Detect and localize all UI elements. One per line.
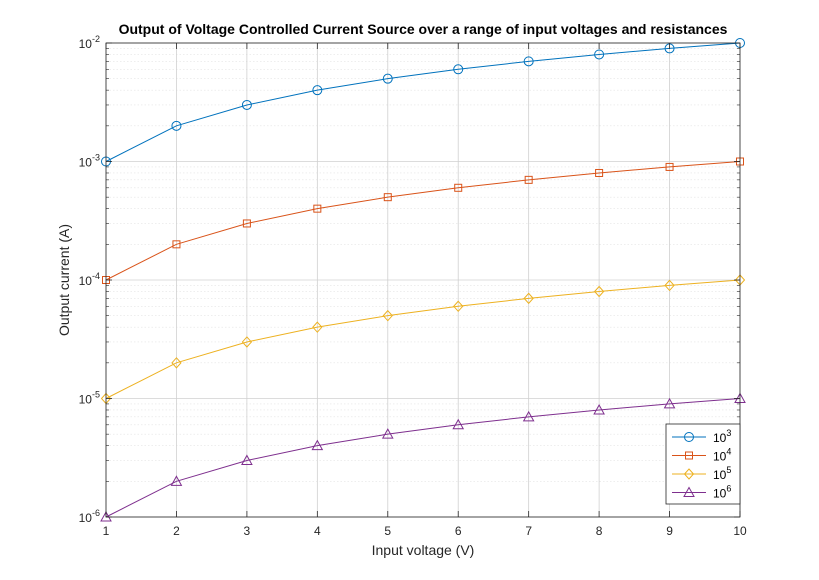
data-point — [241, 336, 253, 348]
legend-label: 105 — [713, 465, 731, 482]
y-tick-label-base: 10 — [79, 274, 93, 288]
legend-item: 106 — [672, 484, 731, 501]
data-point — [313, 204, 322, 213]
data-point — [523, 56, 534, 67]
y-tick-label-exponent: -4 — [92, 271, 100, 281]
y-tick-label: 10-5 — [79, 390, 100, 407]
ticks — [105, 42, 741, 518]
chart-title: Output of Voltage Controlled Current Sou… — [119, 21, 728, 37]
data-point — [452, 418, 465, 430]
y-axis-label: Output current (A) — [56, 224, 72, 336]
legend-marker — [683, 486, 695, 497]
y-tick-label: 10-4 — [79, 271, 100, 288]
series-line — [105, 279, 741, 399]
x-tick-label: 6 — [455, 524, 462, 538]
data-point — [524, 175, 533, 184]
data-point — [663, 397, 676, 409]
data-point — [383, 193, 392, 202]
x-tick-label: 4 — [314, 524, 321, 538]
y-tick-label: 10-3 — [79, 153, 100, 170]
y-tick-label-base: 10 — [79, 393, 93, 407]
legend-label-exponent: 4 — [726, 447, 731, 457]
data-point — [171, 120, 182, 131]
data-point — [453, 300, 464, 313]
x-tick-label: 7 — [525, 524, 532, 538]
x-tick-label: 9 — [666, 524, 673, 538]
series-group — [100, 38, 746, 522]
data-point — [593, 403, 605, 415]
data-point — [100, 510, 112, 522]
legend-marker — [684, 432, 694, 442]
legend-label: 106 — [713, 484, 731, 501]
tick-labels: 10-610-510-410-310-21 2 3 4 5 6 7 8 9 10 — [79, 34, 747, 538]
data-point — [171, 357, 182, 369]
y-tick-label: 10-2 — [79, 34, 100, 51]
y-tick-label-base: 10 — [79, 37, 93, 51]
legend-label-exponent: 6 — [726, 484, 731, 494]
y-tick-label-exponent: -3 — [92, 153, 100, 163]
y-tick-label-base: 10 — [79, 156, 93, 170]
legend-label-base: 10 — [713, 431, 727, 445]
x-tick-label: 8 — [596, 524, 603, 538]
data-point — [522, 410, 535, 422]
data-point — [665, 162, 674, 171]
data-point — [523, 292, 534, 305]
legend-item: 103 — [672, 428, 731, 445]
data-point — [382, 309, 393, 322]
data-point — [241, 454, 253, 465]
data-point — [312, 321, 323, 333]
legend-label-exponent: 3 — [726, 428, 731, 438]
series-line — [105, 161, 741, 281]
series-line — [105, 42, 741, 162]
data-point — [241, 99, 252, 110]
y-tick-label-exponent: -5 — [92, 390, 100, 400]
data-point — [170, 475, 183, 486]
x-tick-label: 1 — [103, 524, 110, 538]
data-point — [312, 85, 323, 96]
data-point — [381, 428, 394, 439]
y-tick-label-exponent: -6 — [92, 508, 100, 518]
data-point — [172, 240, 181, 249]
y-tick-label-exponent: -2 — [92, 34, 100, 44]
series-10-5 — [100, 274, 746, 405]
legend-label-exponent: 5 — [726, 465, 731, 475]
data-point — [595, 168, 604, 177]
data-point — [382, 73, 393, 84]
data-point — [454, 183, 463, 192]
legend-label-base: 10 — [713, 487, 727, 501]
data-point — [594, 49, 605, 60]
series-line — [105, 398, 741, 518]
legend-label: 103 — [713, 428, 731, 445]
data-point — [242, 219, 251, 228]
data-point — [311, 439, 324, 451]
legend-marker — [683, 468, 695, 480]
x-tick-label: 3 — [244, 524, 251, 538]
series-10-6 — [100, 392, 746, 522]
y-tick-label: 10-6 — [79, 508, 100, 525]
data-point — [664, 279, 675, 292]
legend-item: 105 — [672, 465, 731, 482]
x-axis-label: Input voltage (V) — [372, 542, 475, 558]
legend-label-base: 10 — [713, 468, 727, 482]
legend-label-base: 10 — [713, 450, 727, 464]
legend-marker — [685, 451, 693, 460]
legend-item: 104 — [672, 447, 731, 464]
y-tick-label-base: 10 — [79, 511, 93, 525]
x-tick-label: 2 — [173, 524, 180, 538]
x-tick-label: 5 — [384, 524, 391, 538]
data-point — [453, 64, 464, 75]
data-point — [593, 285, 605, 298]
x-tick-label: 10 — [733, 524, 747, 538]
legend-label: 104 — [713, 447, 731, 464]
